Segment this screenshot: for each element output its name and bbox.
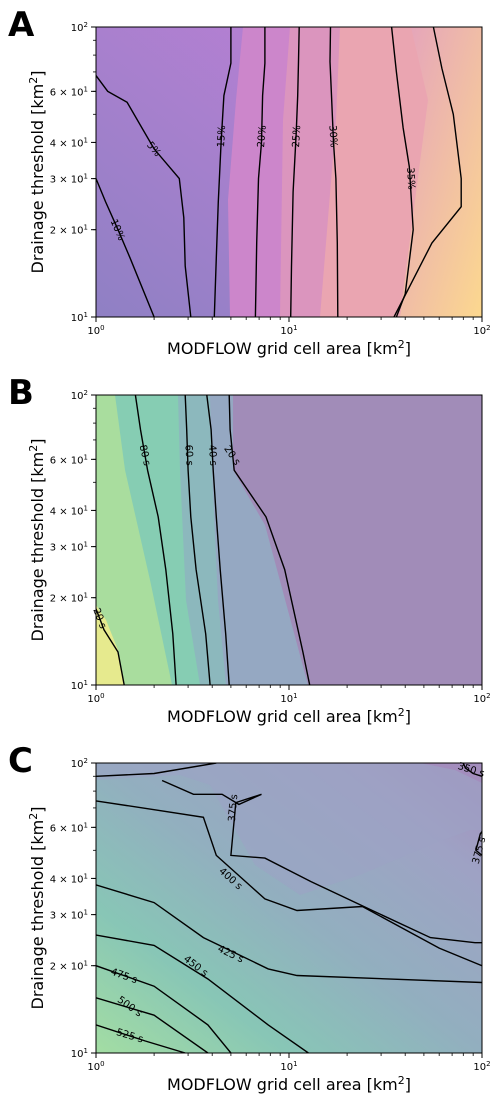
contour-line-a-0 bbox=[96, 75, 192, 317]
y-tick-label: 2 × 101 bbox=[50, 960, 88, 973]
y-tick-label: 102 bbox=[71, 21, 88, 34]
contour-line-c-9 bbox=[96, 1024, 186, 1053]
contour-line-c-1 bbox=[96, 763, 217, 777]
y-tick-label: 102 bbox=[71, 757, 88, 770]
contour-line-a-4 bbox=[290, 27, 300, 317]
panel-b-contour-lines bbox=[96, 395, 311, 685]
x-tick-label: 101 bbox=[280, 1060, 297, 1073]
contour-line-c-5 bbox=[96, 884, 482, 984]
y-tick-label: 101 bbox=[71, 311, 88, 324]
contour-line-a-3 bbox=[254, 27, 266, 317]
y-tick-label: 3 × 101 bbox=[50, 173, 88, 186]
x-tick-label: 100 bbox=[87, 692, 104, 705]
contour-line-c-6 bbox=[96, 934, 309, 1053]
panel-b-filled-contours bbox=[96, 395, 482, 685]
contour-line-c-7 bbox=[96, 965, 232, 1053]
panel-letter-c: C bbox=[8, 741, 33, 781]
contour-line-b-3 bbox=[206, 395, 230, 685]
contour-line-c-0 bbox=[462, 763, 482, 777]
contour-line-c-3 bbox=[475, 831, 482, 856]
panel-c-ylabel: Drainage threshold [km2] bbox=[27, 807, 48, 1010]
x-tick-label: 102 bbox=[473, 1060, 490, 1073]
y-tick-label: 101 bbox=[71, 679, 88, 692]
contour-line-b-4 bbox=[228, 395, 311, 685]
y-tick-label: 2 × 101 bbox=[50, 224, 88, 237]
y-tick-label: 4 × 101 bbox=[50, 504, 88, 517]
contour-line-c-4 bbox=[96, 800, 482, 967]
contour-line-a-1 bbox=[96, 178, 155, 317]
x-tick-label: 102 bbox=[473, 692, 490, 705]
panel-letter-a: A bbox=[8, 5, 35, 45]
y-tick-label: 6 × 101 bbox=[50, 85, 88, 98]
contour-line-c-8 bbox=[96, 997, 209, 1053]
contour-line-b-2 bbox=[184, 395, 211, 685]
y-tick-label: 3 × 101 bbox=[50, 909, 88, 922]
y-tick-label: 2 × 101 bbox=[50, 592, 88, 605]
panel-a-xlabel: MODFLOW grid cell area [km2] bbox=[167, 338, 411, 359]
y-tick-label: 6 × 101 bbox=[50, 821, 88, 834]
contour-line-c-2 bbox=[161, 779, 482, 944]
contour-line-a-2 bbox=[213, 27, 232, 317]
contour-line-b-0 bbox=[96, 608, 125, 685]
panel-b-ylabel: Drainage threshold [km2] bbox=[27, 439, 48, 642]
y-tick-label: 6 × 101 bbox=[50, 453, 88, 466]
panel-c-xlabel: MODFLOW grid cell area [km2] bbox=[167, 1074, 411, 1095]
x-tick-label: 101 bbox=[280, 324, 297, 337]
contour-label-b-1: 80 s bbox=[137, 444, 152, 467]
panel-letter-b: B bbox=[8, 373, 34, 413]
contour-label-b-2: 60 s bbox=[182, 444, 194, 466]
contour-label-a-5: 30% bbox=[326, 125, 338, 148]
contour-line-a-5 bbox=[329, 27, 339, 317]
contour-label-a-2: 15% bbox=[216, 125, 228, 148]
contour-line-a-7 bbox=[393, 27, 462, 317]
contour-label-b-3: 40 s bbox=[206, 444, 218, 466]
panel-a-filled-contours bbox=[96, 27, 482, 317]
contour-label-a-4: 25% bbox=[291, 125, 303, 148]
panel-a-contour-lines bbox=[96, 27, 462, 317]
y-tick-label: 3 × 101 bbox=[50, 541, 88, 554]
x-tick-label: 101 bbox=[280, 692, 297, 705]
panel-b-xlabel: MODFLOW grid cell area [km2] bbox=[167, 706, 411, 727]
panel-c-contour-lines bbox=[96, 763, 482, 1053]
x-tick-label: 102 bbox=[473, 324, 490, 337]
contour-label-a-6: 35% bbox=[404, 167, 416, 190]
panel-a-ylabel: Drainage threshold [km2] bbox=[27, 71, 48, 274]
y-tick-label: 4 × 101 bbox=[50, 872, 88, 885]
x-tick-label: 100 bbox=[87, 1060, 104, 1073]
contour-label-c-2: 375 s bbox=[227, 794, 240, 822]
y-tick-label: 101 bbox=[71, 1047, 88, 1060]
y-tick-label: 102 bbox=[71, 389, 88, 402]
contour-label-a-3: 20% bbox=[256, 125, 269, 148]
x-tick-label: 100 bbox=[87, 324, 104, 337]
y-tick-label: 4 × 101 bbox=[50, 136, 88, 149]
contour-line-b-1 bbox=[134, 395, 177, 685]
